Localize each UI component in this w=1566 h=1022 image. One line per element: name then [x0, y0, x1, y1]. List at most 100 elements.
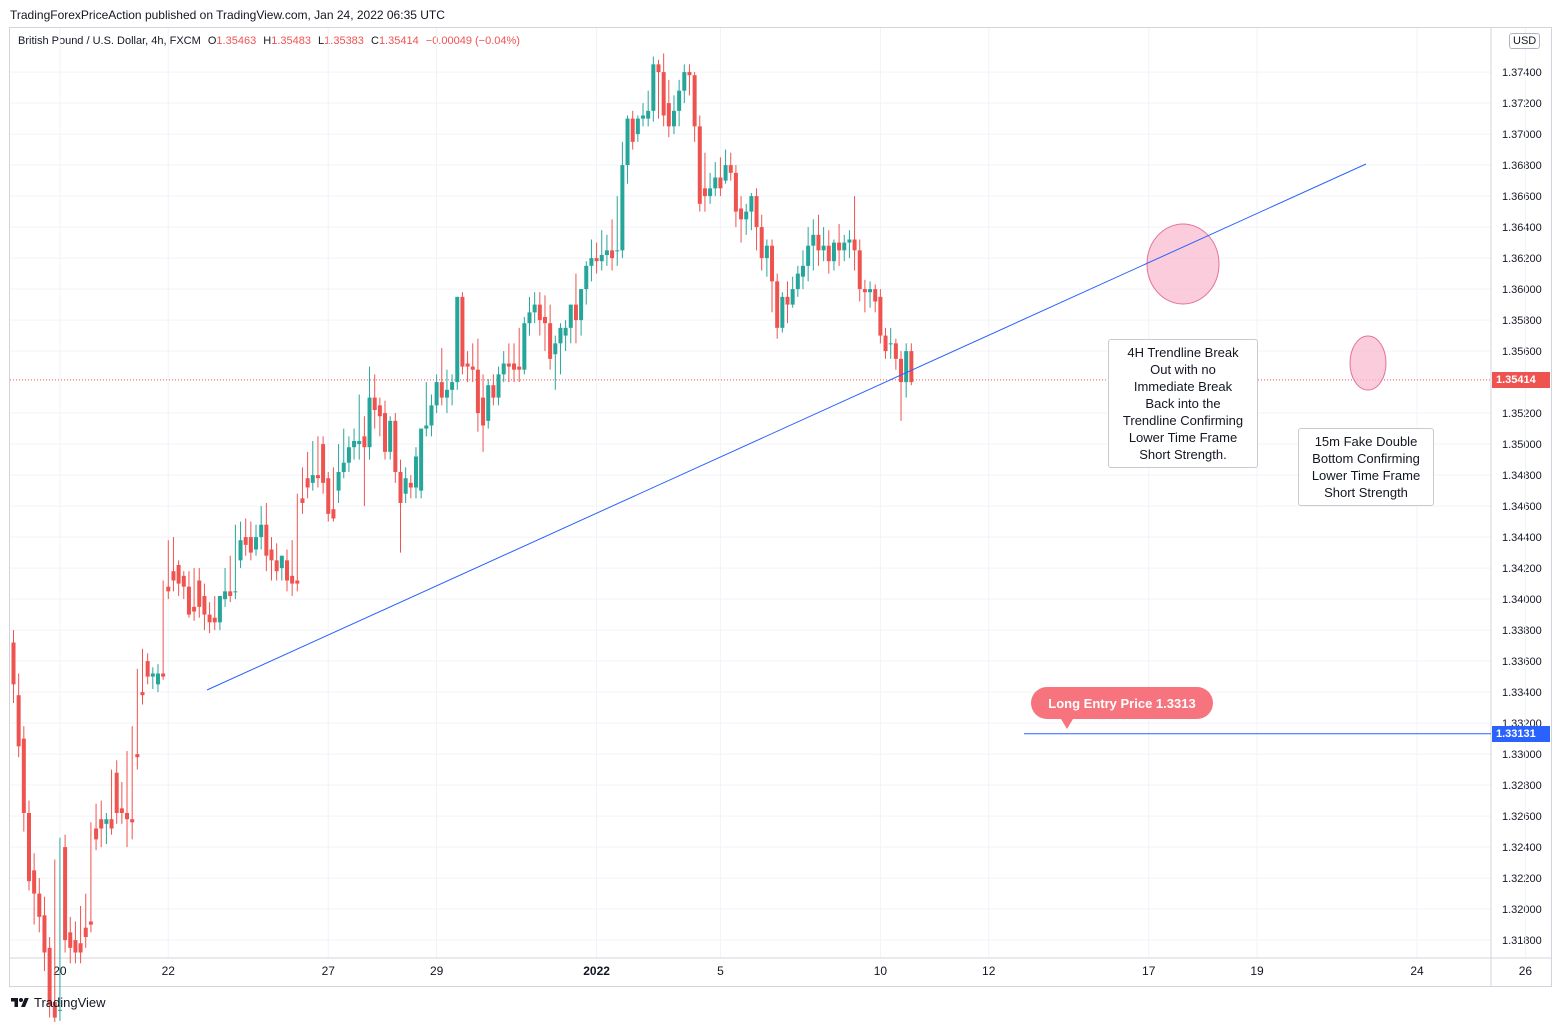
note-line: Back into the: [1145, 396, 1221, 411]
high-label: H: [263, 35, 272, 47]
currency-selector[interactable]: USD: [1509, 33, 1541, 49]
y-tick-label: 1.32800: [1502, 780, 1542, 792]
candle-body: [728, 165, 733, 173]
candle-body: [599, 255, 604, 262]
x-tick-label: 10: [874, 964, 888, 978]
candle-body: [145, 661, 150, 677]
candle-body: [481, 397, 486, 426]
candle-body: [16, 695, 21, 747]
candle-body: [677, 90, 682, 111]
candle-body: [377, 405, 382, 417]
candle-body: [243, 537, 248, 545]
candle-body: [558, 327, 563, 344]
candle-body: [155, 673, 160, 685]
candle-body: [641, 115, 646, 119]
candle-body: [522, 323, 527, 370]
candle-body: [119, 808, 124, 813]
y-tick-label: 1.35600: [1502, 346, 1542, 358]
candle-body: [790, 289, 795, 305]
candle-body: [589, 258, 594, 266]
candle-body: [408, 482, 413, 488]
candle-body: [326, 478, 331, 514]
candle-body: [579, 289, 584, 321]
candle-body: [26, 813, 31, 882]
candle-body: [568, 304, 573, 328]
candle-body: [135, 754, 140, 758]
candle-body: [161, 673, 166, 677]
candle-body: [862, 289, 867, 293]
y-tick-label: 1.36200: [1502, 253, 1542, 265]
candle-body: [604, 250, 609, 255]
candle-body: [465, 363, 470, 367]
candle-body: [821, 245, 826, 251]
publisher-info: TradingForexPriceAction published on Tra…: [10, 8, 445, 22]
note-line: Trendline Confirming: [1122, 413, 1244, 428]
candle-body: [713, 177, 718, 189]
x-tick-label: 5: [717, 964, 724, 978]
candle-body: [223, 591, 228, 600]
candle-body: [702, 188, 707, 197]
candle-body: [83, 927, 88, 937]
candle-body: [517, 366, 522, 370]
candle-body: [455, 296, 460, 383]
candle-body: [594, 258, 599, 262]
candle-body: [831, 242, 836, 262]
candle-body: [78, 943, 83, 953]
candle-body: [419, 428, 424, 491]
y-tick-label: 1.35800: [1502, 315, 1542, 327]
candle-body: [346, 447, 351, 463]
x-tick-label: 2022: [583, 964, 610, 978]
candle-body: [542, 317, 547, 324]
candle-body: [181, 575, 186, 587]
candle-body: [888, 343, 893, 345]
close-label: C: [370, 35, 379, 47]
candle-body: [646, 110, 651, 119]
open-label: O: [207, 35, 217, 47]
candle-body: [21, 738, 26, 813]
entry-price-tag: 1.33131: [1492, 725, 1550, 742]
fake-bottom-highlight: [1349, 335, 1387, 391]
candle-body: [506, 363, 511, 367]
y-tick-label: 1.31800: [1502, 935, 1542, 947]
candle-body: [114, 772, 119, 813]
candle-body: [125, 813, 130, 820]
candle-body: [837, 242, 842, 251]
candle-body: [770, 245, 775, 282]
y-tick-label: 1.36400: [1502, 222, 1542, 234]
candle-body: [52, 1002, 57, 1018]
candle-body: [759, 227, 764, 259]
candle-body: [32, 870, 37, 894]
y-tick-label: 1.37000: [1502, 129, 1542, 141]
note-line: 15m Fake Double: [1314, 434, 1418, 449]
candle-body: [868, 289, 873, 293]
note-line: Out with no: [1150, 362, 1216, 377]
y-tick-label: 1.35000: [1502, 439, 1542, 451]
candle-body: [852, 239, 857, 251]
candle-body: [697, 126, 702, 204]
candle-body: [248, 537, 253, 553]
candle-body: [238, 540, 243, 561]
candle-body: [682, 72, 687, 91]
candle-body: [780, 296, 785, 328]
candle-body: [811, 234, 816, 246]
candle-body: [501, 363, 506, 375]
candle-body: [816, 234, 821, 251]
candle-body: [140, 692, 145, 696]
candle-body: [733, 172, 738, 212]
trendline-break-highlight: [1146, 223, 1220, 305]
y-tick-label: 1.32600: [1502, 811, 1542, 823]
candle-body: [692, 75, 697, 127]
change-value: −0.00049 (−0.04%): [425, 35, 520, 47]
candle-body: [491, 385, 496, 398]
candle-body: [661, 72, 666, 116]
candle-body: [207, 614, 212, 623]
candle-body: [899, 358, 904, 383]
low-value: 1.35383: [324, 35, 364, 47]
y-tick-label: 1.36600: [1502, 191, 1542, 203]
chart-frame[interactable]: [9, 27, 1552, 987]
candle-body: [656, 64, 661, 73]
candle-body: [176, 565, 181, 584]
footer-brand[interactable]: TradingView: [10, 995, 106, 1010]
candle-body: [310, 475, 315, 483]
